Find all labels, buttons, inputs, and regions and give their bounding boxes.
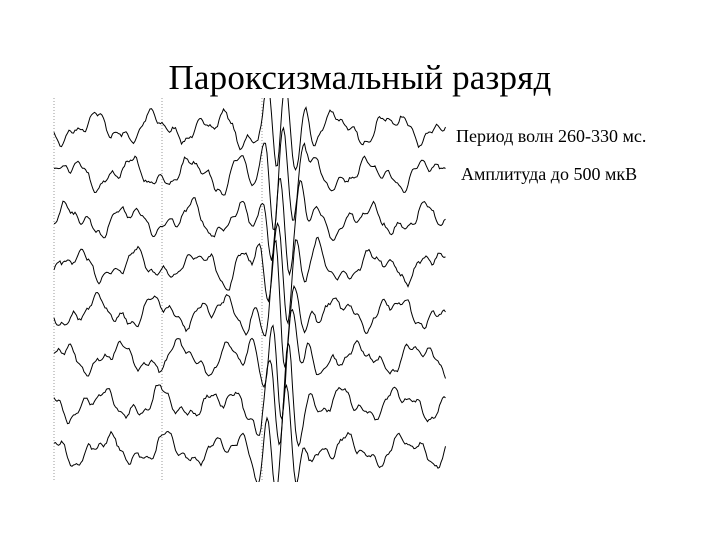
- eeg-channel-trace: [53, 239, 446, 368]
- amplitude-note: Амплитуда до 500 мкВ: [461, 164, 638, 184]
- eeg-channel-trace: [53, 383, 446, 482]
- eeg-channel-trace: [53, 308, 446, 421]
- eeg-channel-trace: [53, 221, 446, 326]
- eeg-channel-trace: [53, 177, 446, 277]
- wave-period-note: Период волн 260-330 мс.: [456, 126, 647, 146]
- eeg-recording: [53, 98, 446, 482]
- eeg-channel-trace: [53, 341, 446, 448]
- eeg-channel-trace: [53, 98, 446, 172]
- slide-title: Пароксизмальный разряд: [168, 58, 552, 97]
- eeg-channel-trace: [53, 126, 446, 231]
- eeg-traces: [53, 98, 446, 482]
- eeg-time-markers: [53, 98, 263, 482]
